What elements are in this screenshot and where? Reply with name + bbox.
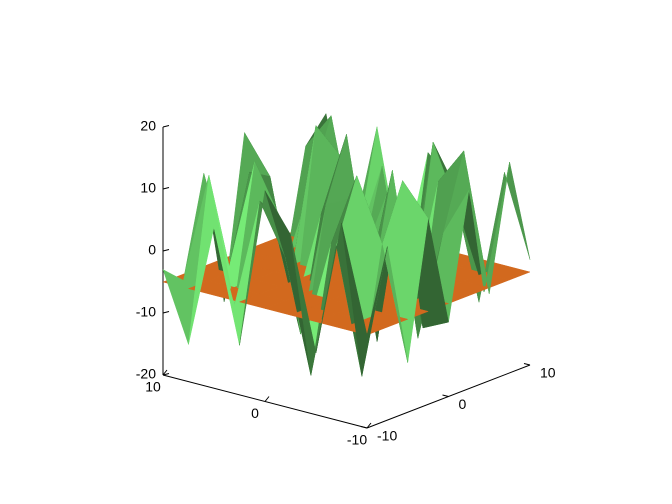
y-tick-label: 0	[459, 396, 467, 412]
z-tick	[162, 373, 170, 376]
z-tick-label: -10	[136, 304, 156, 320]
x-tick	[162, 369, 168, 376]
y-tick-label: 10	[540, 365, 556, 381]
z-tick	[162, 311, 170, 314]
x-tick-label: 0	[251, 405, 259, 421]
z-tick-label: -20	[136, 366, 156, 382]
z-tick	[162, 187, 170, 190]
z-tick	[162, 125, 170, 128]
x-tick	[264, 396, 270, 402]
y-tick	[360, 426, 368, 429]
y-tick	[442, 394, 449, 397]
y-tick	[523, 363, 531, 366]
z-tick-label: 10	[140, 180, 156, 196]
x-tick	[366, 422, 372, 429]
y-tick-label: -10	[377, 428, 397, 444]
x-tick-label: -10	[347, 432, 367, 448]
z-tick	[162, 249, 170, 252]
surface-face	[341, 222, 388, 377]
z-tick-label: 0	[148, 242, 156, 258]
x-tick-label: 10	[145, 379, 161, 395]
z-tick-label: 20	[140, 118, 156, 134]
